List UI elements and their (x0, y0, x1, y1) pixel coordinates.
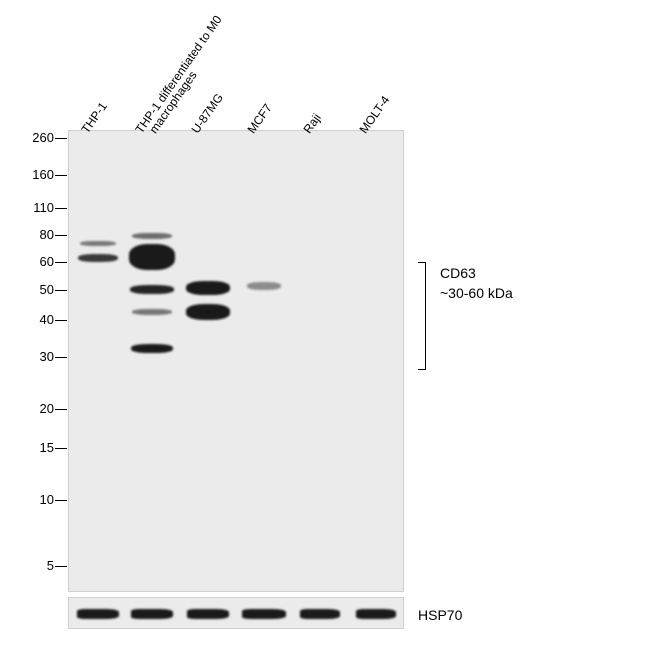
mw-label-40: 40 (14, 312, 54, 327)
band-6 (131, 344, 173, 353)
mw-tick-10 (55, 500, 67, 501)
mw-tick-260 (55, 138, 67, 139)
mw-tick-50 (55, 290, 67, 291)
band-3 (129, 244, 175, 270)
mw-label-110: 110 (14, 200, 54, 215)
mw-label-10: 10 (14, 492, 54, 507)
mw-tick-110 (55, 208, 67, 209)
mw-label-50: 50 (14, 282, 54, 297)
mw-label-60: 60 (14, 254, 54, 269)
band-0 (78, 254, 118, 262)
mw-label-5: 5 (14, 558, 54, 573)
mw-tick-60 (55, 262, 67, 263)
band-5 (132, 309, 172, 315)
mw-tick-160 (55, 175, 67, 176)
control-band-5 (356, 609, 396, 619)
band-7 (186, 281, 230, 295)
control-band-4 (300, 609, 340, 619)
band-1 (80, 241, 116, 246)
band-4 (130, 285, 174, 294)
target-name: CD63 (440, 265, 476, 281)
control-band-0 (77, 609, 119, 619)
control-band-2 (187, 609, 229, 619)
mw-label-80: 80 (14, 227, 54, 242)
mw-label-160: 160 (14, 167, 54, 182)
band-9 (247, 282, 281, 290)
mw-tick-80 (55, 235, 67, 236)
mw-label-260: 260 (14, 130, 54, 145)
mw-label-20: 20 (14, 401, 54, 416)
mw-tick-20 (55, 409, 67, 410)
control-name: HSP70 (418, 607, 462, 623)
mw-tick-15 (55, 448, 67, 449)
band-2 (132, 233, 172, 239)
mw-label-30: 30 (14, 349, 54, 364)
mw-label-15: 15 (14, 440, 54, 455)
mw-tick-5 (55, 566, 67, 567)
mw-tick-30 (55, 357, 67, 358)
band-8 (186, 304, 230, 320)
target-bracket (418, 262, 426, 370)
control-band-3 (242, 609, 286, 619)
mw-tick-40 (55, 320, 67, 321)
target-size: ~30-60 kDa (440, 285, 513, 301)
control-band-1 (131, 609, 173, 619)
main-blot-membrane (68, 130, 404, 592)
